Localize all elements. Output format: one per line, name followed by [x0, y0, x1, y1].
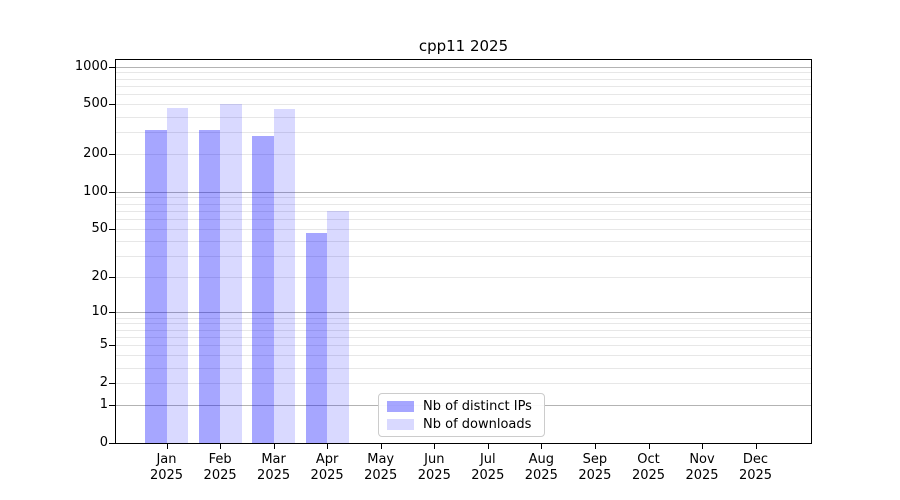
gridline-500 — [116, 104, 811, 106]
y-tick-label-200: 200 — [83, 146, 108, 162]
x-tick-jul — [487, 444, 489, 449]
gridline-60 — [116, 219, 811, 221]
x-tick-dec — [755, 444, 757, 449]
x-tick-feb — [220, 444, 222, 449]
x-tick-jan — [166, 444, 168, 449]
bar-nb-of-distinct-ips-feb — [198, 129, 220, 443]
y-tick-label-2: 2 — [99, 375, 108, 391]
gridline-80 — [116, 203, 811, 205]
gridline-5 — [116, 345, 811, 347]
y-tick-200 — [109, 154, 115, 156]
y-tick-50 — [109, 228, 115, 230]
y-tick-500 — [109, 104, 115, 106]
y-tick-label-500: 500 — [83, 96, 108, 112]
legend-label-downloads: Nb of downloads — [423, 416, 532, 432]
gridline-50 — [116, 228, 811, 230]
legend-row-downloads: Nb of downloads — [379, 417, 544, 432]
bar-nb-of-distinct-ips-jan — [145, 129, 167, 443]
y-tick-label-1: 1 — [99, 397, 108, 413]
y-tick-label-10: 10 — [91, 304, 108, 320]
y-tick-0 — [109, 443, 115, 444]
x-tick-nov — [702, 444, 703, 449]
y-tick-2 — [109, 383, 115, 385]
y-tick-label-5: 5 — [99, 337, 108, 353]
x-tick-label-nov: Nov 2025 — [685, 452, 719, 483]
gridline-900 — [116, 72, 811, 74]
gridline-3 — [116, 367, 811, 369]
x-tick-sep — [594, 444, 596, 449]
x-tick-label-oct: Oct 2025 — [631, 452, 666, 483]
y-tick-5 — [109, 345, 115, 347]
x-tick-label-sep: Sep 2025 — [578, 452, 612, 483]
bar-nb-of-downloads-feb — [220, 103, 242, 443]
gridline-6 — [116, 337, 811, 338]
x-tick-label-dec: Dec 2025 — [738, 452, 773, 483]
plot-area — [115, 59, 812, 444]
bar-nb-of-distinct-ips-apr — [305, 233, 328, 443]
y-tick-label-20: 20 — [91, 269, 108, 285]
y-tick-1000 — [109, 66, 115, 68]
x-tick-label-may: May 2025 — [364, 452, 398, 483]
bar-nb-of-distinct-ips-mar — [252, 135, 274, 443]
gridline-1000 — [116, 66, 811, 68]
legend-label-distinct-ips: Nb of distinct IPs — [423, 398, 532, 414]
y-tick-100 — [109, 191, 115, 193]
gridline-200 — [116, 154, 811, 156]
y-tick-20 — [109, 277, 115, 279]
x-tick-label-feb: Feb 2025 — [203, 452, 237, 483]
gridline-2 — [116, 383, 811, 385]
gridline-70 — [116, 210, 811, 212]
gridline-400 — [116, 116, 811, 118]
x-tick-oct — [648, 444, 650, 449]
gridline-4 — [116, 355, 811, 357]
x-tick-label-jun: Jun 2025 — [417, 452, 451, 483]
chart-title: cpp11 2025 — [418, 37, 509, 55]
x-tick-label-apr: Apr 2025 — [310, 452, 344, 483]
legend-swatch-distinct-ips — [387, 400, 414, 412]
bar-nb-of-downloads-jan — [166, 107, 188, 443]
y-tick-label-1000: 1000 — [74, 58, 108, 74]
gridline-8 — [116, 323, 811, 325]
gridline-300 — [116, 132, 811, 134]
gridline-20 — [116, 277, 811, 279]
gridline-10 — [116, 312, 811, 314]
x-tick-label-aug: Aug 2025 — [524, 452, 558, 483]
x-tick-label-jan: Jan 2025 — [149, 452, 184, 483]
gridline-600 — [116, 94, 811, 96]
x-tick-label-jul: Jul 2025 — [471, 452, 505, 483]
gridline-90 — [116, 197, 811, 199]
y-tick-label-100: 100 — [83, 183, 108, 199]
x-tick-aug — [541, 444, 543, 449]
bar-nb-of-downloads-mar — [273, 108, 296, 443]
x-tick-may — [380, 444, 382, 449]
gridline-40 — [116, 240, 811, 242]
y-tick-label-0: 0 — [99, 435, 108, 450]
gridline-800 — [116, 78, 811, 80]
legend-row-distinct-ips: Nb of distinct IPs — [379, 399, 544, 414]
y-tick-1 — [109, 405, 115, 407]
y-tick-label-50: 50 — [91, 220, 108, 236]
gridline-9 — [116, 317, 811, 319]
bar-nb-of-downloads-apr — [327, 210, 349, 443]
legend: Nb of distinct IPs Nb of downloads — [378, 393, 545, 437]
gridline-30 — [116, 255, 811, 257]
legend-swatch-downloads — [387, 418, 414, 430]
x-tick-mar — [273, 444, 275, 449]
gridline-7 — [116, 329, 811, 331]
y-tick-10 — [109, 312, 115, 314]
x-tick-apr — [327, 444, 329, 449]
x-tick-label-mar: Mar 2025 — [257, 452, 291, 483]
gridline-700 — [116, 86, 811, 88]
gridline-100 — [116, 191, 811, 193]
x-tick-jun — [434, 444, 436, 449]
